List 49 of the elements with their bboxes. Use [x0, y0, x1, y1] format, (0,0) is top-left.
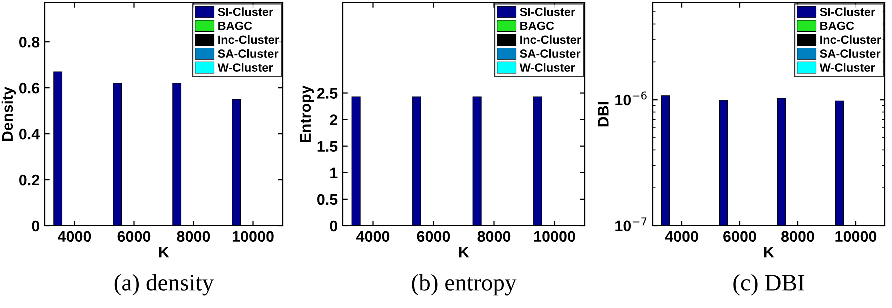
x-axis-title: K	[460, 247, 470, 258]
y-tick-label: 0.2	[20, 174, 40, 186]
y-tick-label: 0	[330, 220, 338, 232]
legend-label: BAGC	[820, 22, 854, 30]
x-tick-label: 4000	[356, 231, 390, 242]
legend-label: W-Cluster	[520, 63, 576, 72]
x-tick-label: 8000	[177, 231, 210, 242]
x-tick-label: 10000	[232, 231, 274, 242]
x-tick-label: 8000	[478, 231, 511, 242]
x-axis-title: K	[764, 247, 774, 258]
y-tick-label: 0	[32, 220, 40, 232]
legend-label: SA-Cluster	[218, 49, 279, 58]
legend-label: Inc-Cluster	[218, 35, 280, 44]
text: (c) DBI	[734, 274, 805, 296]
x-tick-label: 4000	[665, 231, 698, 242]
text: (b) entropy	[412, 274, 517, 296]
y-tick-label: 1	[330, 168, 338, 178]
x-tick-label: 10000	[836, 231, 877, 242]
legend-label: Inc-Cluster	[520, 35, 582, 44]
y-tick-label: 0.5	[318, 194, 338, 206]
legend-label: BAGC	[218, 22, 252, 30]
y-tick-label: 0.6	[20, 82, 40, 94]
y-tick-label: 2.5	[317, 88, 338, 99]
y-tick-label: 10$^{−7}$	[616, 218, 647, 232]
y-axis-title: Density	[2, 86, 16, 142]
y-tick-label: 10$^{−6}$	[616, 92, 647, 106]
legend-label: SI-Cluster	[820, 8, 876, 16]
y-tick-label: 0.4	[20, 128, 40, 140]
text: (a) density	[114, 274, 214, 296]
legend-label: SI-Cluster	[218, 8, 274, 16]
y-tick-label: 0.8	[20, 36, 40, 48]
y-tick-label: 2	[330, 114, 338, 126]
x-tick-label: 10000	[534, 231, 576, 242]
y-tick-label: 1.5	[318, 141, 338, 152]
x-tick-label: 8000	[781, 231, 814, 242]
x-tick-label: 6000	[118, 231, 151, 242]
legend-label: Inc-Cluster	[820, 35, 882, 44]
y-axis-title: Entropy	[300, 86, 314, 142]
legend-label: BAGC	[520, 22, 554, 30]
x-tick-label: 6000	[417, 231, 450, 242]
legend-label: SA-Cluster	[520, 49, 581, 58]
legend-label: SA-Cluster	[820, 49, 881, 58]
y-axis-title: DBI	[598, 102, 609, 127]
x-tick-label: 4000	[58, 231, 92, 242]
legend-label: W-Cluster	[218, 63, 274, 72]
legend-label: W-Cluster	[820, 63, 876, 72]
x-tick-label: 6000	[724, 231, 756, 242]
x-axis-title: K	[160, 247, 170, 258]
legend-label: SI-Cluster	[520, 8, 576, 16]
